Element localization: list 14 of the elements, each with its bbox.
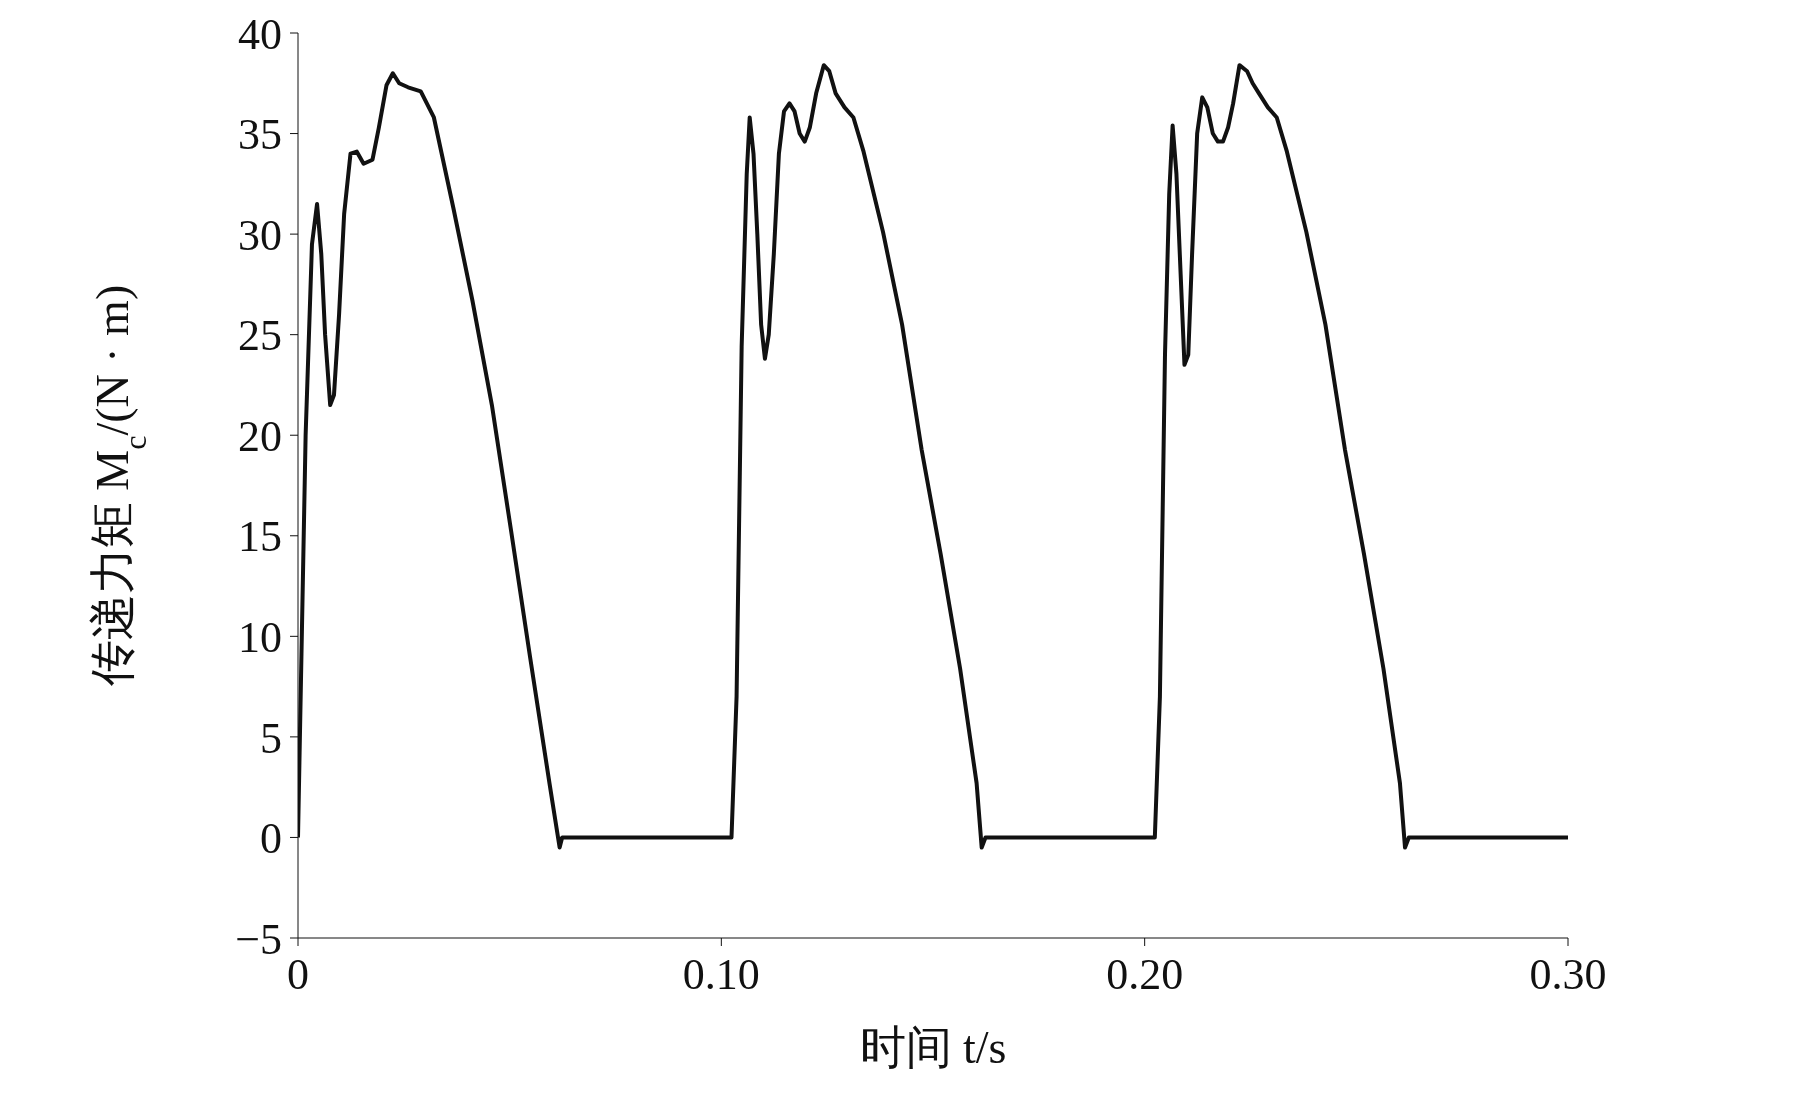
x-tick-label: 0.10 — [682, 950, 760, 1000]
y-tick-label: 20 — [238, 411, 282, 461]
y-tick-label: 5 — [260, 713, 282, 763]
y-tick-label: 10 — [238, 612, 282, 662]
y-tick-label: −5 — [235, 914, 282, 964]
y-tick-label: 40 — [238, 9, 282, 59]
x-tick-label: 0.20 — [1106, 950, 1184, 1000]
x-axis-title: 时间 t/s — [859, 1022, 1007, 1073]
y-tick-label: 25 — [238, 311, 282, 361]
y-tick-label: 0 — [260, 814, 282, 864]
y-tick-label: 30 — [238, 210, 282, 260]
y-tick-label: 35 — [238, 110, 282, 160]
x-tick-label: 0.30 — [1529, 950, 1607, 1000]
y-tick-label: 15 — [238, 512, 282, 562]
